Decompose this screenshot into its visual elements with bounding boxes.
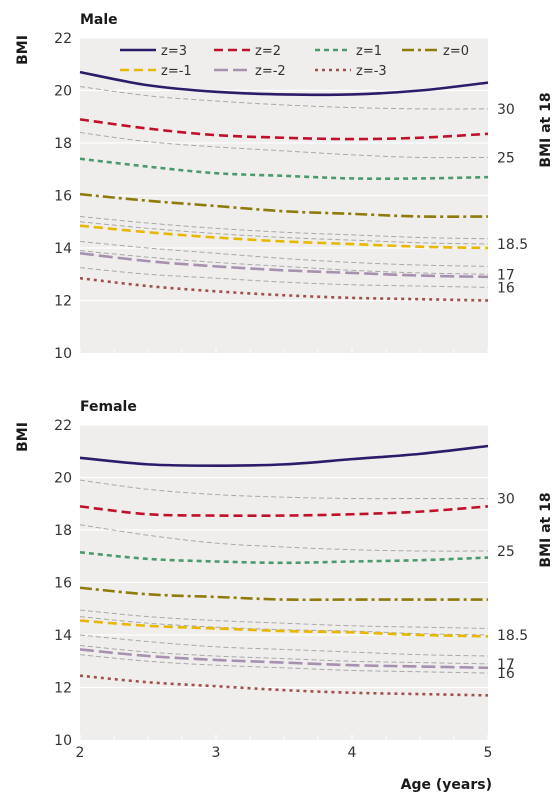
right-axis-label: BMI at 18 — [538, 92, 554, 167]
y-tick-label: 14 — [54, 241, 72, 257]
cutoff-line — [79, 479, 488, 500]
series-line-z=-2 — [79, 251, 489, 279]
y-tick-label: 16 — [54, 189, 72, 205]
panel-title: Female — [80, 399, 137, 415]
cutoff-line — [79, 609, 489, 629]
legend-label: z=1 — [356, 44, 382, 59]
x-tick-label: 4 — [348, 745, 357, 761]
series-line-z=-1 — [79, 619, 489, 638]
cutoff-line — [79, 654, 489, 674]
panel-title: Male — [80, 12, 118, 28]
x-tick-label: 5 — [484, 745, 493, 761]
x-tick-label: 3 — [212, 745, 221, 761]
cutoff-line — [79, 634, 489, 657]
cutoff-label: 25 — [497, 150, 515, 166]
series-line-z=0 — [79, 586, 488, 602]
cutoff-label: 17 — [497, 267, 515, 283]
cutoff-line — [79, 240, 489, 267]
y-tick-label: 14 — [54, 628, 72, 644]
series-line-z=2 — [79, 118, 489, 141]
cutoff-label: 30 — [497, 492, 515, 508]
cutoff-line — [79, 86, 489, 110]
series-line-z=-3 — [79, 276, 489, 302]
series-line-z=-2 — [79, 648, 489, 670]
series-line-z=-3 — [79, 674, 489, 697]
y-axis-label: BMI — [15, 35, 31, 65]
cutoff-label: 25 — [497, 544, 515, 560]
x-tick-label: 2 — [76, 745, 85, 761]
legend-label: z=-1 — [161, 64, 192, 79]
series-line-z=0 — [79, 192, 489, 218]
y-tick-label: 18 — [54, 136, 72, 152]
y-tick-label: 12 — [54, 294, 72, 310]
cutoff-line — [79, 221, 489, 245]
y-tick-label: 18 — [54, 523, 72, 539]
x-axis-label: Age (years) — [401, 777, 492, 793]
y-tick-label: 20 — [54, 84, 72, 100]
y-axis-label: BMI — [15, 422, 31, 452]
cutoff-line — [79, 132, 489, 159]
y-tick-label: 12 — [54, 681, 72, 697]
y-tick-label: 22 — [54, 31, 72, 47]
legend: z=3 z=2 z=1 z=0 z=-1 z=-2 z=-3 — [120, 44, 469, 79]
y-tick-label: 10 — [54, 346, 72, 362]
legend-label: z=2 — [255, 44, 281, 59]
series-line-z=3 — [79, 444, 489, 467]
y-tick-label: 20 — [54, 471, 72, 487]
series-line-z=2 — [79, 505, 489, 518]
legend-label: z=0 — [443, 44, 469, 59]
y-tick-label: 16 — [54, 576, 72, 592]
cutoff-line — [79, 250, 489, 275]
series-line-z=3 — [79, 70, 489, 97]
series-line-z=-1 — [79, 224, 489, 250]
cutoff-label: 18.5 — [497, 237, 528, 253]
cutoff-line — [79, 524, 489, 552]
cutoff-label: 16 — [497, 280, 515, 296]
legend-label: z=3 — [161, 44, 187, 59]
panel-male: 10 12 14 16 18 20 22 Male BMI BMI at 18 30 25 18.5 17… — [15, 12, 554, 362]
cutoff-line — [79, 267, 489, 288]
cutoff-line — [79, 216, 489, 240]
cutoff-line — [79, 645, 489, 665]
y-tick-label: 10 — [54, 733, 72, 749]
legend-label: z=-3 — [356, 64, 387, 79]
cutoff-label: 30 — [497, 102, 515, 118]
legend-label: z=-2 — [255, 64, 286, 79]
right-axis-label: BMI at 18 — [538, 492, 554, 567]
cutoff-label: 16 — [497, 666, 515, 682]
cutoff-label: 17 — [497, 657, 515, 673]
cutoff-label: 18.5 — [497, 628, 528, 644]
cutoff-line — [79, 616, 489, 636]
y-tick-label: 22 — [54, 418, 72, 434]
